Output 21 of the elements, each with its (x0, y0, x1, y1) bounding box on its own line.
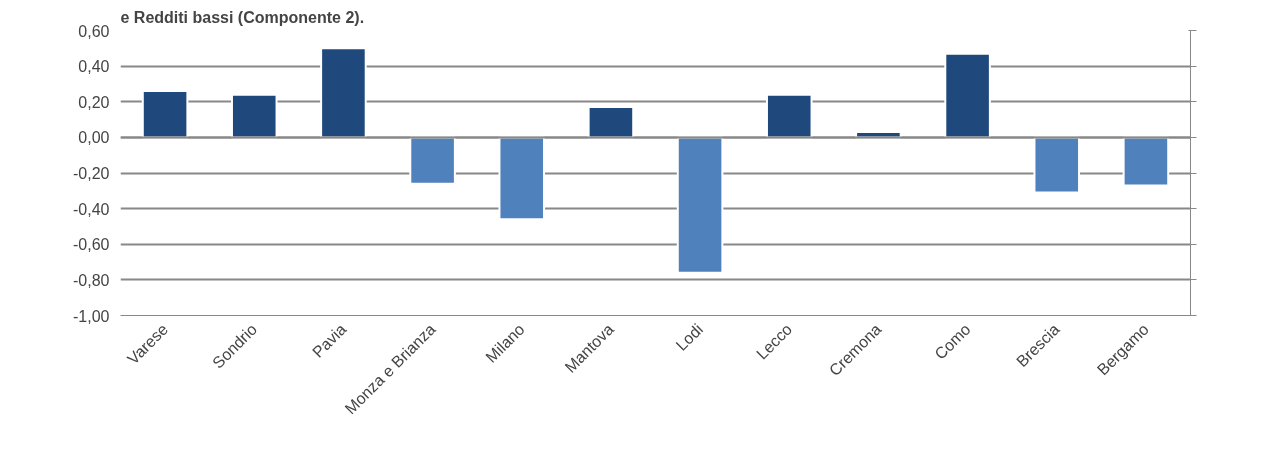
y-tick-label: 0,40 (78, 58, 110, 76)
y-tick-label: -0,80 (73, 271, 110, 289)
y-tick-label: 0,20 (78, 93, 110, 111)
y-tick-label: 0,60 (78, 22, 110, 40)
bar (1033, 136, 1081, 194)
y-tick-label: -0,20 (73, 165, 110, 182)
bar (498, 136, 546, 221)
bar (944, 52, 991, 139)
bar (587, 106, 635, 139)
y-tick-label: -0,60 (73, 236, 110, 254)
bar (409, 136, 456, 185)
bar (230, 93, 278, 139)
bar (320, 47, 367, 139)
bar (765, 93, 813, 139)
bar (676, 136, 724, 274)
y-tick-label: -1,00 (73, 307, 110, 325)
y-tick-label: -0,40 (73, 200, 110, 218)
bar (1122, 136, 1170, 187)
chart-title: e Redditi bassi (Componente 2). (120, 8, 365, 26)
y-tick-label: 0,00 (78, 129, 110, 147)
bar (141, 90, 189, 139)
